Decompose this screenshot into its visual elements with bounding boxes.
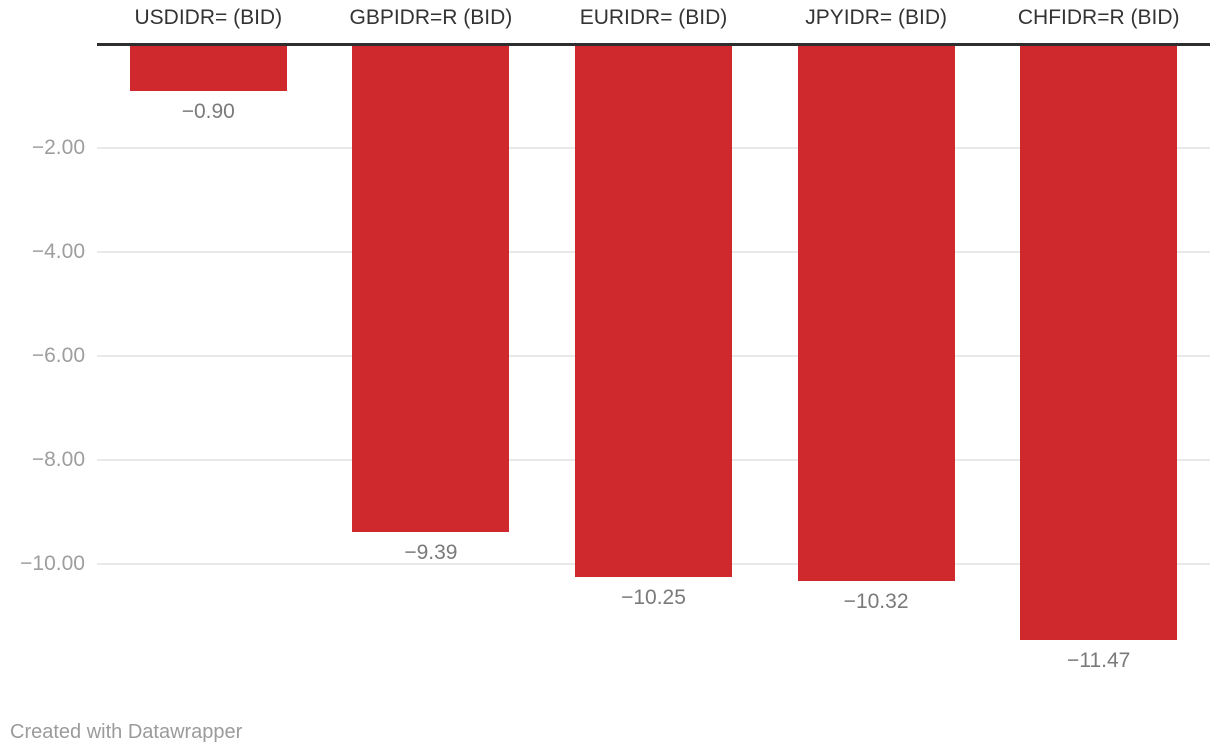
bar-value-label: −10.32 [843,589,909,613]
y-axis-tick-label: −10.00 [20,552,85,575]
bar-column-header: GBPIDR=R (BID) [349,6,513,29]
bar [575,45,732,577]
bar [129,45,287,91]
y-axis-tick-label: −8.00 [31,448,85,471]
y-axis-tick-label: −4.00 [31,240,85,263]
bar-value-label: −10.25 [621,586,686,609]
bar-value-label: −0.90 [181,99,235,123]
bar-value-label: −9.39 [404,541,458,565]
bar-value-label: −11.47 [1067,649,1131,673]
bar-column-header: USDIDR= (BID) [134,6,283,29]
bar-column-header: CHFIDR=R (BID) [1017,6,1180,29]
bar [352,45,510,533]
bar [797,45,955,581]
y-axis-tick-label: −2.00 [31,136,85,159]
bar [1020,45,1178,641]
bar-column-header: JPYIDR= (BID) [805,6,947,29]
bar-column-header: EURIDR= (BID) [579,6,728,29]
datawrapper-credit: Created with Datawrapper [10,721,243,743]
zero-axis-line [97,43,1210,46]
y-axis-tick-label: −6.00 [31,344,85,367]
